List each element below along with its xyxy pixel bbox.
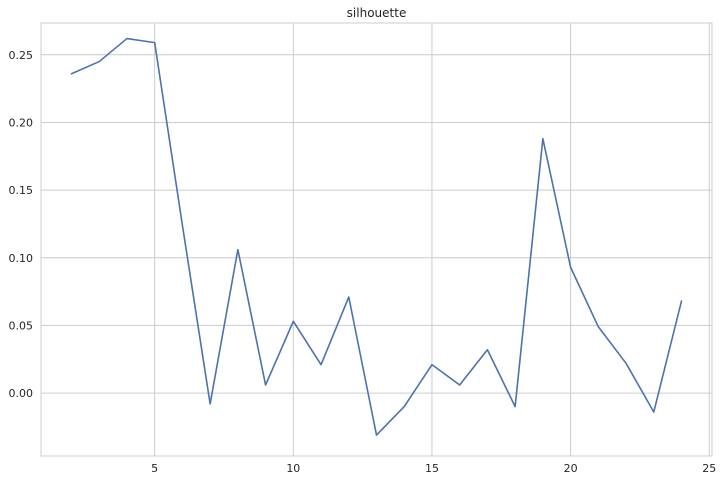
x-tick-label: 10	[286, 462, 300, 475]
x-axis-ticks: 5 10 15 20 25	[151, 462, 716, 475]
y-tick-label: 0.05	[9, 319, 34, 332]
y-tick-label: 0.10	[9, 252, 34, 265]
x-tick-label: 15	[425, 462, 439, 475]
x-tick-label: 20	[564, 462, 578, 475]
x-tick-label: 25	[702, 462, 716, 475]
plot-frame	[40, 22, 713, 457]
y-axis-ticks: 0.00 0.05 0.10 0.15 0.20 0.25	[9, 49, 34, 400]
y-tick-label: 0.25	[9, 49, 34, 62]
chart-title: silhouette	[347, 6, 407, 20]
y-tick-label: 0.15	[9, 184, 34, 197]
series-line	[70, 37, 683, 436]
series-lines	[70, 37, 683, 436]
x-tick-label: 5	[151, 462, 158, 475]
grid	[41, 23, 712, 456]
y-tick-label: 0.20	[9, 116, 34, 129]
y-tick-label: 0.00	[9, 387, 34, 400]
